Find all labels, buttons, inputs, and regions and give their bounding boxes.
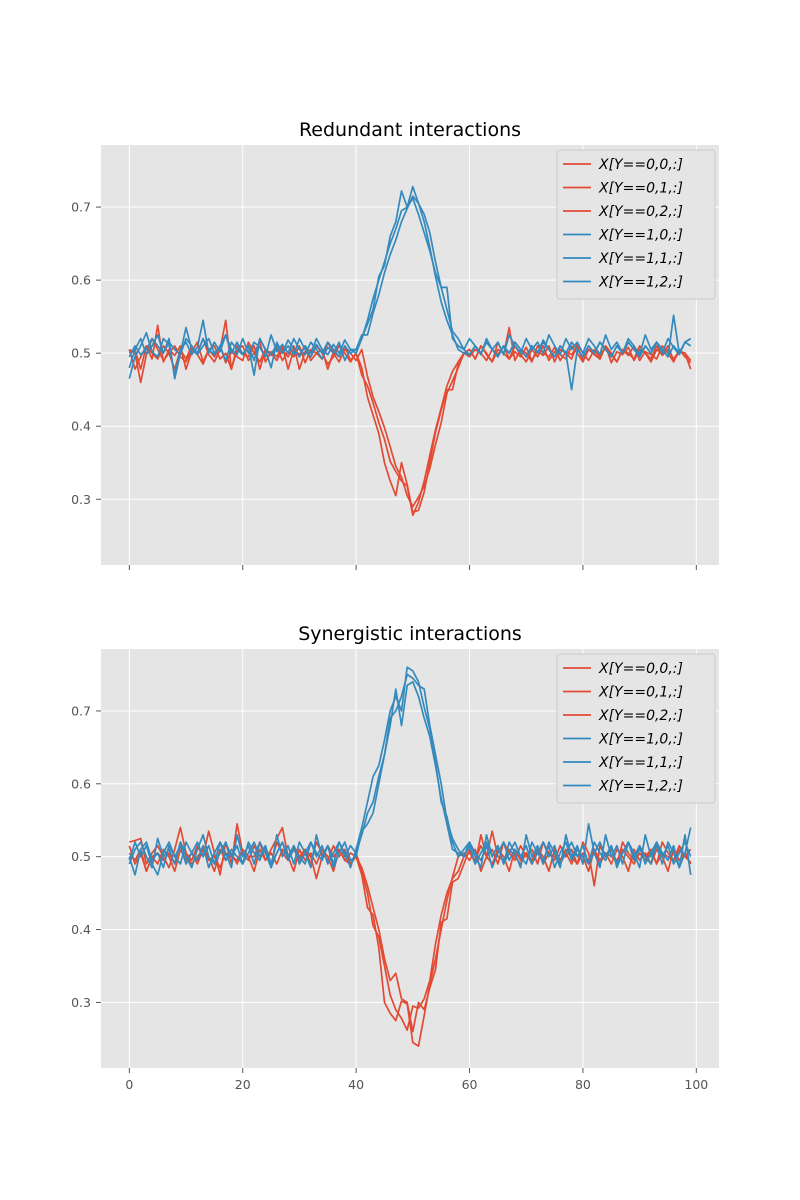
- chart-title: Redundant interactions: [299, 119, 521, 141]
- series-group: [128, 666, 692, 1047]
- x-tick-label: 60: [462, 1077, 478, 1092]
- legend-label: X[Y==1,0,:]: [598, 228, 683, 244]
- series-line-3: [128, 826, 692, 1033]
- chart-panel-1: 0.3 0.4 0.5 0.6 0.7 Redundant interactions X[Y…: [71, 119, 719, 570]
- legend-label: X[Y==0,1,:]: [598, 181, 683, 197]
- series-line-5: [128, 666, 692, 876]
- y-tick-label: 0.3: [71, 492, 91, 507]
- legend-label: X[Y==0,2,:]: [598, 204, 683, 220]
- y-tick-label: 0.5: [71, 849, 91, 864]
- series-line-6: [128, 185, 692, 391]
- legend-label: X[Y==1,2,:]: [598, 779, 683, 795]
- legend-box: [556, 653, 716, 804]
- x-tick-label: 0: [125, 1077, 133, 1092]
- x-tick-label: 40: [348, 1077, 364, 1092]
- x-tick-label: 100: [684, 1077, 708, 1092]
- y-tick-label: 0.6: [71, 273, 91, 288]
- series-group: [128, 185, 692, 517]
- y-tick-label: 0.7: [71, 703, 91, 718]
- x-tick-label: 20: [235, 1077, 251, 1092]
- legend-label: X[Y==0,0,:]: [598, 157, 683, 173]
- y-tick-label: 0.3: [71, 995, 91, 1010]
- legend-label: X[Y==1,1,:]: [598, 755, 683, 771]
- legend: X[Y==0,0,:] X[Y==0,1,:] X[Y==0,2,:] X[Y==1,…: [556, 653, 716, 804]
- y-tick-label: 0.4: [71, 922, 91, 937]
- legend-box: [556, 149, 716, 300]
- legend-label: X[Y==0,2,:]: [598, 708, 683, 724]
- y-tick-label: 0.7: [71, 200, 91, 215]
- legend-label: X[Y==0,1,:]: [598, 685, 683, 701]
- legend-label: X[Y==1,1,:]: [598, 251, 683, 267]
- legend-label: X[Y==1,2,:]: [598, 275, 683, 291]
- x-tick-label: 80: [575, 1077, 591, 1092]
- series-line-6: [128, 673, 692, 876]
- series-line-3: [128, 319, 692, 514]
- y-tick-label: 0.4: [71, 419, 91, 434]
- legend-label: X[Y==0,0,:]: [598, 661, 683, 677]
- chart-panel-2: 0 20 40 60 80 100 0.3 0.4 0.5 0.6 0.7 Synergistic i…: [71, 623, 719, 1092]
- legend-label: X[Y==1,0,:]: [598, 732, 683, 748]
- chart-title: Synergistic interactions: [298, 623, 522, 645]
- legend: X[Y==0,0,:] X[Y==0,1,:] X[Y==0,2,:] X[Y==1,…: [556, 149, 716, 300]
- y-tick-label: 0.5: [71, 346, 91, 361]
- y-tick-label: 0.6: [71, 776, 91, 791]
